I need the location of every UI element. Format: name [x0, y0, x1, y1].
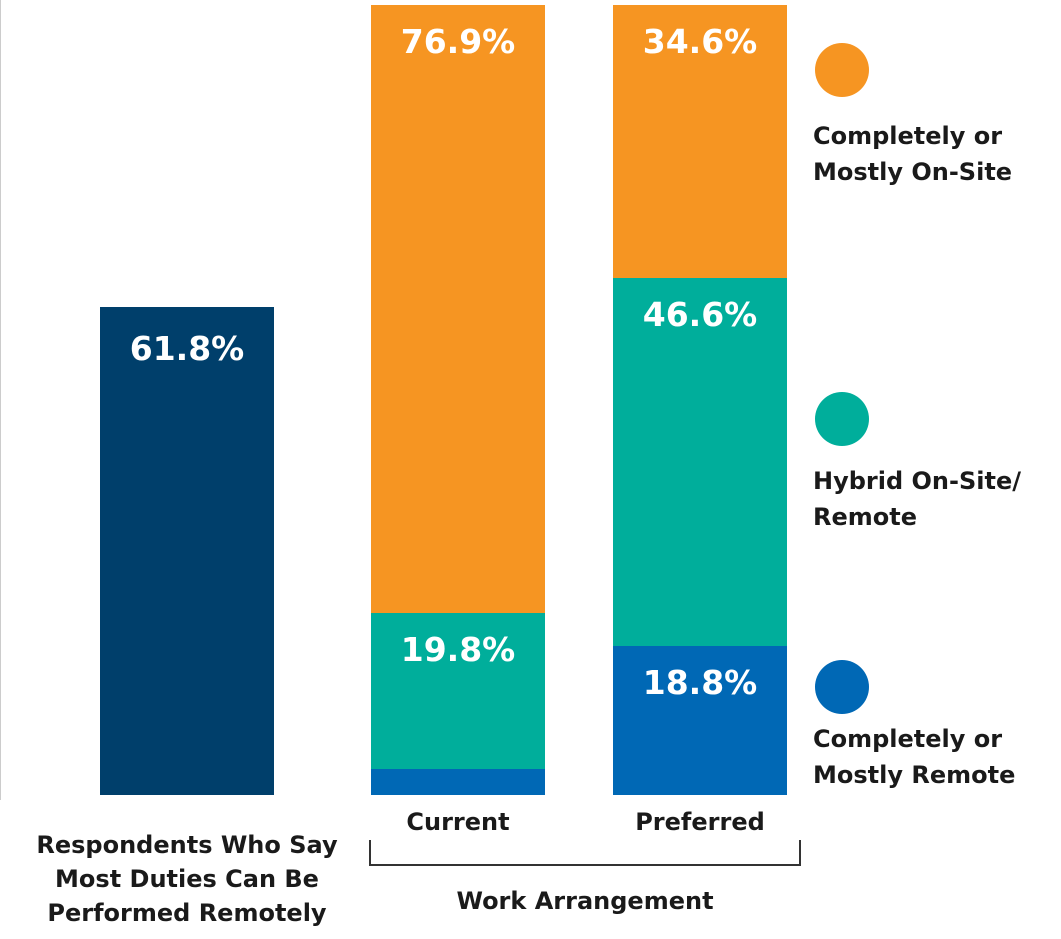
value-label: 18.8% [642, 663, 758, 703]
group-label: Work Arrangement [456, 887, 714, 915]
axis-line [0, 0, 1, 800]
legend-swatch [815, 392, 869, 446]
bar-segment [371, 768, 545, 795]
bar-segment [613, 278, 787, 647]
bracket [369, 864, 801, 866]
legend-label: Completely or Mostly On-Site [813, 122, 1013, 186]
legend-label: Completely or Mostly Remote [813, 725, 1016, 789]
bracket [799, 840, 801, 866]
value-label: 34.6% [642, 22, 758, 61]
value-label: 19.8% [400, 629, 516, 669]
legend-swatch [815, 660, 869, 714]
bar-segment [371, 5, 545, 613]
value-label: 46.6% [642, 295, 758, 335]
category-label: Respondents Who Say Most Duties Can Be P… [36, 831, 338, 927]
value-label: 76.9% [400, 22, 516, 61]
bar-segment [613, 5, 787, 279]
bar-segment [371, 612, 545, 769]
legend-label: Hybrid On-Site/ Remote [813, 467, 1021, 531]
value-label: 61.8% [129, 328, 245, 368]
bar [100, 306, 274, 795]
bracket [369, 840, 371, 866]
category-label: Preferred [635, 808, 765, 836]
bar-segment [613, 646, 787, 795]
category-label: Current [406, 808, 510, 836]
legend-swatch [815, 43, 869, 97]
